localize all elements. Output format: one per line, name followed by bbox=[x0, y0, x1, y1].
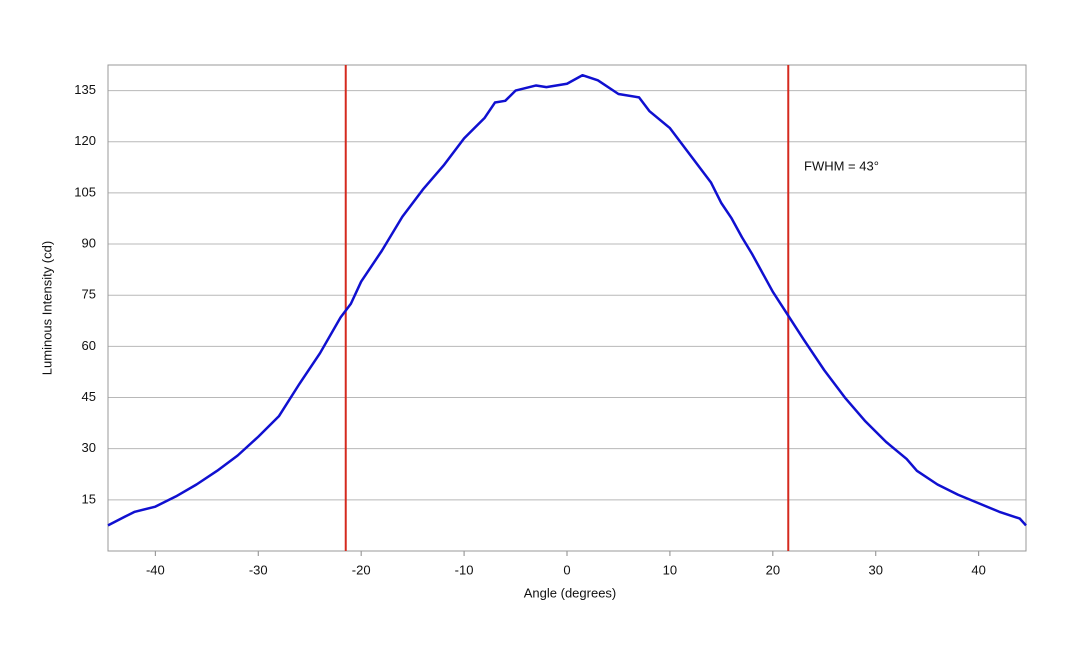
x-axis-label: Angle (degrees) bbox=[524, 585, 617, 600]
y-tick-label: 60 bbox=[82, 338, 96, 353]
x-tick-label: -40 bbox=[146, 562, 165, 577]
x-tick-label: -30 bbox=[249, 562, 268, 577]
x-tick-label: 0 bbox=[563, 562, 570, 577]
y-tick-label: 120 bbox=[74, 133, 96, 148]
x-tick-label: 30 bbox=[869, 562, 883, 577]
y-tick-label: 30 bbox=[82, 440, 96, 455]
data-line bbox=[107, 73, 1027, 527]
plot-frame bbox=[107, 64, 1027, 552]
x-tick-label: 10 bbox=[663, 562, 677, 577]
x-tick-label: 40 bbox=[971, 562, 985, 577]
x-tick-label: -20 bbox=[352, 562, 371, 577]
y-tick-label: 105 bbox=[74, 184, 96, 199]
annotation: FWHM = 43° bbox=[804, 158, 879, 173]
y-tick-label: 135 bbox=[74, 82, 96, 97]
y-axis-label: Luminous Intensity (cd) bbox=[39, 241, 54, 375]
y-tick-label: 90 bbox=[82, 235, 96, 250]
x-tick-label: 20 bbox=[766, 562, 780, 577]
y-tick-label: 45 bbox=[82, 389, 96, 404]
y-tick-label: 15 bbox=[82, 491, 96, 506]
y-tick-label: 75 bbox=[82, 287, 96, 302]
x-tick-label: -10 bbox=[455, 562, 474, 577]
